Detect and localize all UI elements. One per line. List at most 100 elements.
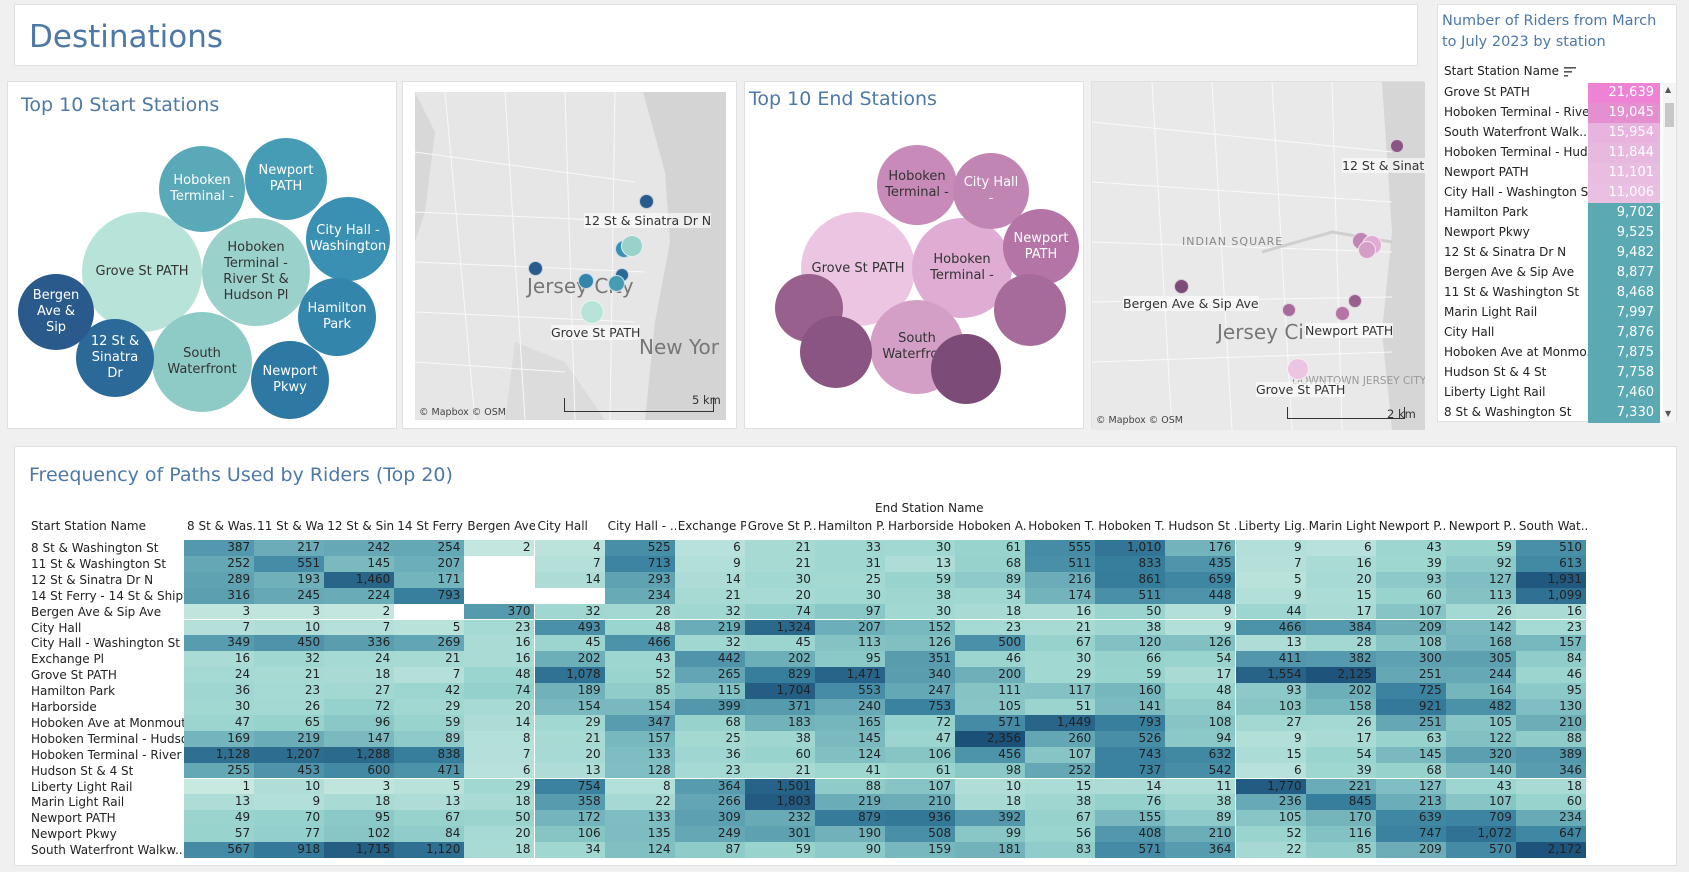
heatmap-cell[interactable]: 234: [1515, 810, 1586, 827]
heatmap-cell[interactable]: [534, 587, 605, 604]
heatmap-cell[interactable]: 59: [1445, 540, 1516, 556]
riders-row[interactable]: Bergen Ave & Sip Ave 8,877: [1438, 263, 1660, 283]
column-header[interactable]: Hoboken A..: [958, 519, 1027, 533]
heatmap-cell[interactable]: 1,449: [1025, 714, 1096, 731]
start-stations-map[interactable]: Jersey City New Yor 12 St & Sinatra Dr N…: [415, 92, 726, 420]
heatmap-cell[interactable]: 164: [1445, 683, 1516, 699]
heatmap-cell[interactable]: 90: [814, 842, 885, 858]
heatmap-cell[interactable]: 147: [324, 730, 395, 747]
heatmap-cell[interactable]: 145: [324, 555, 395, 572]
heatmap-cell[interactable]: 45: [534, 635, 605, 652]
heatmap-cell[interactable]: 126: [885, 635, 956, 652]
heatmap-cell[interactable]: 921: [1375, 699, 1446, 715]
scroll-thumb[interactable]: [1665, 103, 1674, 127]
heatmap-cell[interactable]: 555: [1025, 540, 1096, 556]
heatmap-cell[interactable]: 106: [534, 826, 605, 843]
heatmap-cell[interactable]: 113: [814, 635, 885, 652]
heatmap-cell[interactable]: 49: [184, 810, 255, 827]
riders-row[interactable]: Hoboken Terminal - Rive.. 19,045: [1438, 103, 1660, 123]
heatmap-cell[interactable]: 232: [744, 810, 815, 827]
column-header[interactable]: 12 St & Sin..: [327, 519, 396, 533]
heatmap-cell[interactable]: 24: [184, 667, 255, 684]
map2-dot-waterfront[interactable]: [1358, 241, 1376, 259]
heatmap-cell[interactable]: 160: [1095, 683, 1166, 699]
heatmap-cell[interactable]: 743: [1095, 746, 1166, 763]
heatmap-cell[interactable]: 120: [1095, 635, 1166, 652]
heatmap-cell[interactable]: 1,704: [744, 683, 815, 699]
heatmap-cell[interactable]: 140: [1445, 762, 1516, 779]
heatmap-cell[interactable]: 570: [1445, 842, 1516, 858]
scroll-down-icon[interactable]: ▼: [1665, 409, 1672, 418]
sort-icon[interactable]: [1564, 67, 1576, 77]
heatmap-cell[interactable]: 95: [324, 810, 395, 827]
heatmap-cell[interactable]: 21: [254, 667, 325, 684]
riders-row[interactable]: Hoboken Ave at Monmo.. 7,875: [1438, 343, 1660, 363]
heatmap-cell[interactable]: 26: [1305, 714, 1376, 731]
heatmap-cell[interactable]: 89: [1165, 810, 1236, 827]
heatmap-cell[interactable]: 155: [1095, 810, 1166, 827]
heatmap-cell[interactable]: 41: [814, 762, 885, 779]
heatmap-cell[interactable]: 8: [464, 730, 535, 747]
heatmap-cell[interactable]: 36: [674, 746, 745, 763]
heatmap-cell[interactable]: 61: [955, 540, 1026, 556]
heatmap-cell[interactable]: 21: [1025, 619, 1096, 636]
heatmap-cell[interactable]: 47: [184, 714, 255, 731]
heatmap-cell[interactable]: 89: [394, 730, 465, 747]
heatmap-cell[interactable]: 145: [1375, 746, 1446, 763]
heatmap-cell[interactable]: 364: [1165, 842, 1236, 858]
riders-row[interactable]: Newport Pkwy 9,525: [1438, 223, 1660, 243]
map2-attribution[interactable]: © Mapbox © OSM: [1096, 415, 1183, 426]
heatmap-cell[interactable]: 553: [814, 683, 885, 699]
heatmap-cell[interactable]: 154: [534, 699, 605, 715]
heatmap-cell[interactable]: 249: [674, 826, 745, 843]
heatmap-cell[interactable]: 1,128: [184, 746, 255, 763]
heatmap-cell[interactable]: 450: [254, 635, 325, 652]
heatmap-cell[interactable]: 157: [604, 730, 675, 747]
heatmap-cell[interactable]: 67: [1025, 635, 1096, 652]
map-dot-city-hall[interactable]: [608, 275, 625, 292]
heatmap-cell[interactable]: 709: [1445, 810, 1516, 827]
column-header[interactable]: Exchange Pl: [677, 519, 746, 533]
heatmap-cell[interactable]: 68: [1375, 762, 1446, 779]
heatmap-cell[interactable]: 245: [254, 587, 325, 604]
heatmap-cell[interactable]: 46: [1515, 667, 1586, 684]
heatmap-cell[interactable]: 2: [324, 603, 395, 620]
heatmap-cell[interactable]: 165: [814, 714, 885, 731]
heatmap-cell[interactable]: 7: [394, 667, 465, 684]
heatmap-cell[interactable]: 1,288: [324, 746, 395, 763]
heatmap-cell[interactable]: 493: [534, 619, 605, 636]
heatmap-cell[interactable]: 68: [955, 555, 1026, 572]
heatmap-cell[interactable]: 1,460: [324, 571, 395, 588]
heatmap-cell[interactable]: 181: [955, 842, 1026, 858]
heatmap-cell[interactable]: 56: [1025, 826, 1096, 843]
heatmap-cell[interactable]: 14: [534, 571, 605, 588]
heatmap-cell[interactable]: 87: [674, 842, 745, 858]
heatmap-cell[interactable]: 126: [1165, 635, 1236, 652]
heatmap-cell[interactable]: 370: [464, 603, 535, 620]
heatmap-cell[interactable]: 320: [1445, 746, 1516, 763]
heatmap-cell[interactable]: 301: [744, 826, 815, 843]
heatmap-cell[interactable]: 48: [464, 667, 535, 684]
heatmap-cell[interactable]: 349: [184, 635, 255, 652]
bubble-2[interactable]: South Waterfront: [152, 312, 252, 412]
heatmap-cell[interactable]: 193: [254, 571, 325, 588]
heatmap-cell[interactable]: 1,078: [534, 667, 605, 684]
heatmap-cell[interactable]: 14: [674, 571, 745, 588]
heatmap-cell[interactable]: 754: [534, 778, 605, 795]
heatmap-cell[interactable]: 106: [885, 746, 956, 763]
heatmap-cell[interactable]: 13: [885, 555, 956, 572]
heatmap-cell[interactable]: 93: [1235, 683, 1306, 699]
heatmap-cell[interactable]: 99: [955, 826, 1026, 843]
heatmap-cell[interactable]: 38: [885, 587, 956, 604]
heatmap-cell[interactable]: 2,356: [955, 730, 1026, 747]
column-header[interactable]: Grove St P..: [747, 519, 816, 533]
heatmap-cell[interactable]: 879: [814, 810, 885, 827]
map-dot-bergen[interactable]: [528, 261, 543, 276]
heatmap-cell[interactable]: 18: [464, 794, 535, 811]
heatmap-cell[interactable]: 39: [1375, 555, 1446, 572]
heatmap-cell[interactable]: 107: [885, 778, 956, 795]
heatmap-cell[interactable]: 94: [1165, 730, 1236, 747]
heatmap-cell[interactable]: 1,501: [744, 778, 815, 795]
heatmap-cell[interactable]: 13: [534, 762, 605, 779]
heatmap-cell[interactable]: 20: [464, 826, 535, 843]
